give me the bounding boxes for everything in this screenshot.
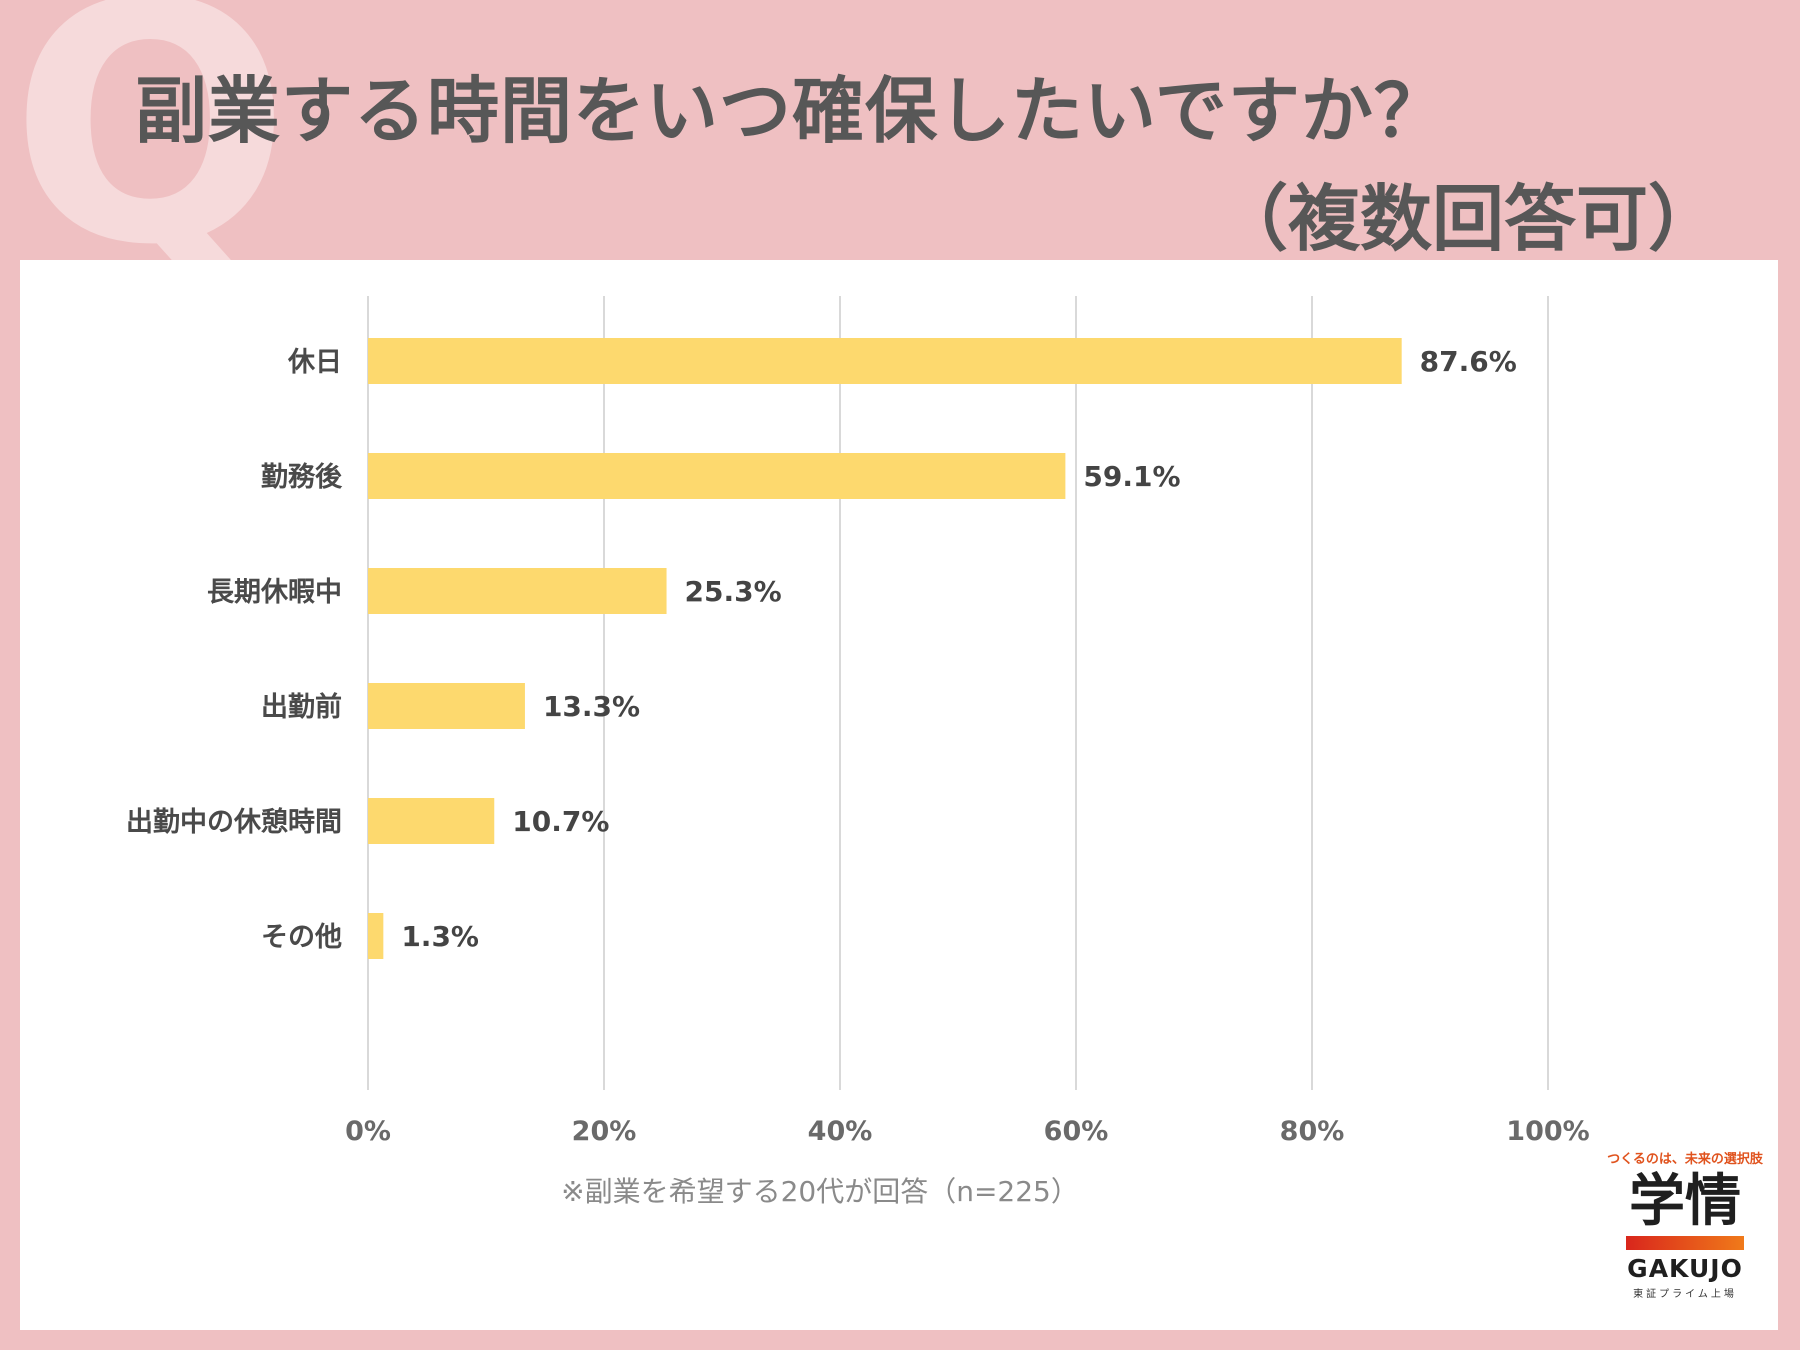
chart-panel: 0% 20% 40% 60% 80% 100% 休日 87.6% 勤務後 59.1% 長期休暇中 25…	[20, 260, 1778, 1330]
bar	[368, 453, 1066, 499]
logo-sub: GAKUJO	[1627, 1253, 1743, 1283]
q-watermark: Q	[10, 0, 291, 317]
bar	[368, 798, 495, 844]
x-tick-label: 40%	[808, 1116, 873, 1147]
x-tick-label: 20%	[572, 1116, 637, 1147]
category-label: 出勤中の休憩時間	[126, 806, 342, 838]
data-label: 1.3%	[401, 920, 479, 953]
data-label: 59.1%	[1083, 460, 1180, 493]
x-tick-label: 100%	[1506, 1116, 1589, 1147]
logo-main: 学情	[1629, 1169, 1741, 1234]
page-title: 副業する時間をいつ確保したいですか？	[135, 69, 1447, 153]
data-label: 13.3%	[543, 690, 640, 723]
chart-note: ※副業を希望する20代が回答（n=225）	[561, 1175, 1079, 1208]
logo-bar	[1626, 1235, 1744, 1250]
logo-exchange: 東証プライム上場	[1633, 1288, 1737, 1300]
category-label: 勤務後	[261, 462, 343, 493]
x-tick-label: 60%	[1044, 1116, 1109, 1147]
bar	[368, 683, 525, 729]
data-label: 10.7%	[512, 805, 609, 838]
bar-chart: 0% 20% 40% 60% 80% 100% 休日 87.6% 勤務後 59.1% 長期休暇中 25…	[126, 296, 1590, 1147]
data-label: 87.6%	[1420, 345, 1517, 378]
page-subtitle: （複数回答可）	[1215, 177, 1720, 261]
category-label: 休日	[287, 347, 342, 378]
x-tick-label: 80%	[1280, 1116, 1345, 1147]
gakujo-logo: つくるのは、未来の選択肢 学情 GAKUJO 東証プライム上場	[1595, 1148, 1775, 1300]
category-label: その他	[261, 922, 342, 953]
category-label: 長期休暇中	[207, 577, 342, 608]
data-label: 25.3%	[685, 575, 782, 608]
logo-tagline: つくるのは、未来の選択肢	[1607, 1152, 1763, 1167]
bar	[368, 568, 667, 614]
bar	[368, 913, 384, 959]
x-tick-label: 0%	[345, 1116, 391, 1147]
bar	[368, 338, 1402, 384]
category-label: 出勤前	[261, 691, 342, 723]
